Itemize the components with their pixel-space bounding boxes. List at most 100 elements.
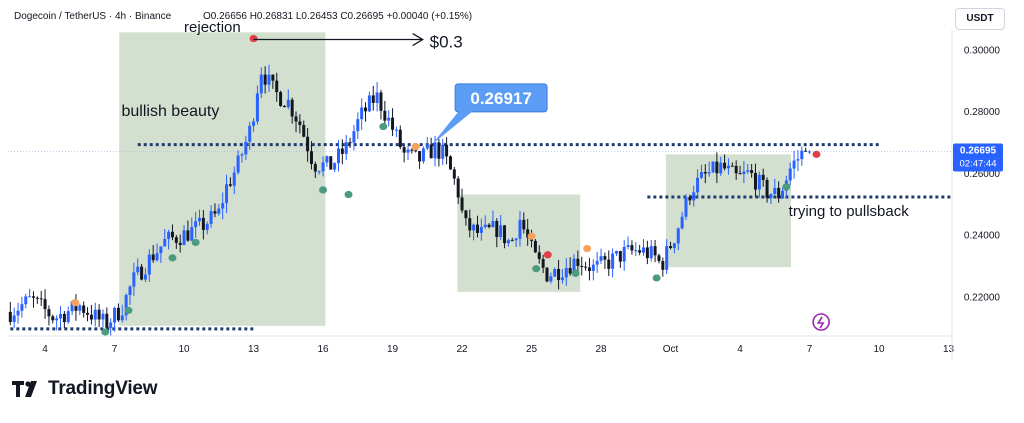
candle[interactable]	[618, 250, 622, 268]
candle[interactable]	[267, 64, 271, 93]
candle[interactable]	[178, 234, 182, 253]
candle[interactable]	[626, 236, 630, 250]
candle[interactable]	[649, 239, 653, 262]
candle[interactable]	[414, 150, 418, 153]
candle[interactable]	[425, 136, 429, 151]
candle[interactable]	[665, 239, 669, 275]
candle[interactable]	[12, 307, 16, 328]
candle[interactable]	[688, 194, 692, 206]
candle[interactable]	[333, 162, 337, 173]
candle[interactable]	[773, 178, 777, 195]
candle[interactable]	[800, 146, 804, 166]
candle[interactable]	[232, 166, 236, 195]
candle[interactable]	[580, 256, 584, 276]
candle[interactable]	[553, 267, 557, 277]
candle[interactable]	[757, 171, 761, 198]
candle[interactable]	[483, 215, 487, 230]
candle[interactable]	[364, 102, 368, 122]
candle[interactable]	[398, 125, 402, 150]
candle[interactable]	[630, 240, 634, 255]
candle[interactable]	[696, 169, 700, 198]
candle[interactable]	[441, 138, 445, 166]
candle[interactable]	[607, 250, 611, 276]
candle[interactable]	[360, 98, 364, 130]
candle[interactable]	[286, 89, 290, 110]
candle[interactable]	[715, 152, 719, 183]
candle[interactable]	[113, 306, 117, 332]
candle[interactable]	[522, 212, 526, 234]
candle[interactable]	[761, 168, 765, 187]
candle[interactable]	[240, 152, 244, 163]
candle[interactable]	[228, 177, 232, 188]
candle[interactable]	[753, 163, 757, 197]
candle[interactable]	[20, 296, 24, 318]
candle[interactable]	[336, 140, 340, 172]
candle[interactable]	[55, 315, 59, 331]
candle[interactable]	[31, 291, 35, 308]
candle[interactable]	[174, 234, 178, 249]
candle[interactable]	[352, 125, 356, 151]
candle[interactable]	[495, 218, 499, 248]
candle[interactable]	[777, 181, 781, 203]
candle[interactable]	[576, 250, 580, 275]
candle[interactable]	[159, 246, 163, 263]
candle[interactable]	[560, 269, 564, 284]
candle[interactable]	[472, 223, 476, 241]
candle[interactable]	[124, 293, 128, 321]
lightning-icon[interactable]	[812, 313, 830, 331]
candle[interactable]	[155, 243, 159, 262]
candle[interactable]	[244, 135, 248, 160]
candle[interactable]	[584, 261, 588, 271]
candle[interactable]	[723, 154, 727, 171]
candle[interactable]	[356, 112, 360, 140]
candle[interactable]	[198, 209, 202, 226]
candle[interactable]	[344, 134, 348, 161]
candle[interactable]	[259, 67, 263, 99]
candle[interactable]	[167, 229, 171, 250]
candle[interactable]	[487, 223, 491, 229]
candle[interactable]	[475, 215, 479, 238]
candle[interactable]	[526, 218, 530, 246]
candle[interactable]	[136, 258, 140, 276]
candle[interactable]	[445, 137, 449, 165]
candle[interactable]	[205, 221, 209, 235]
candle[interactable]	[769, 193, 773, 204]
candle[interactable]	[595, 252, 599, 273]
candle[interactable]	[116, 303, 120, 322]
candle[interactable]	[290, 97, 294, 124]
candle[interactable]	[140, 263, 144, 281]
candle[interactable]	[128, 285, 132, 306]
candle[interactable]	[510, 237, 514, 242]
candle[interactable]	[692, 185, 696, 207]
candle[interactable]	[371, 85, 375, 111]
candle[interactable]	[456, 176, 460, 205]
candle[interactable]	[657, 253, 661, 264]
candle[interactable]	[499, 215, 503, 241]
candle[interactable]	[410, 148, 414, 154]
candle[interactable]	[587, 257, 591, 281]
candle[interactable]	[190, 217, 194, 241]
candle[interactable]	[348, 137, 352, 149]
candle[interactable]	[549, 272, 553, 284]
candle[interactable]	[120, 304, 124, 323]
candle[interactable]	[676, 227, 680, 251]
candle[interactable]	[163, 229, 167, 247]
candle[interactable]	[101, 309, 105, 328]
candle[interactable]	[808, 150, 812, 155]
candle[interactable]	[479, 218, 483, 241]
candle[interactable]	[661, 257, 665, 277]
candle[interactable]	[51, 314, 55, 324]
candle[interactable]	[429, 137, 433, 159]
candle[interactable]	[464, 209, 468, 226]
currency-button[interactable]: USDT	[955, 8, 1005, 30]
candle[interactable]	[792, 150, 796, 179]
candle[interactable]	[8, 301, 12, 326]
candle[interactable]	[321, 156, 325, 177]
candle[interactable]	[209, 205, 213, 228]
candle[interactable]	[591, 259, 595, 281]
candle[interactable]	[379, 89, 383, 120]
candle[interactable]	[391, 108, 395, 136]
candle[interactable]	[541, 254, 545, 274]
candle[interactable]	[28, 288, 32, 298]
candle[interactable]	[186, 220, 190, 243]
